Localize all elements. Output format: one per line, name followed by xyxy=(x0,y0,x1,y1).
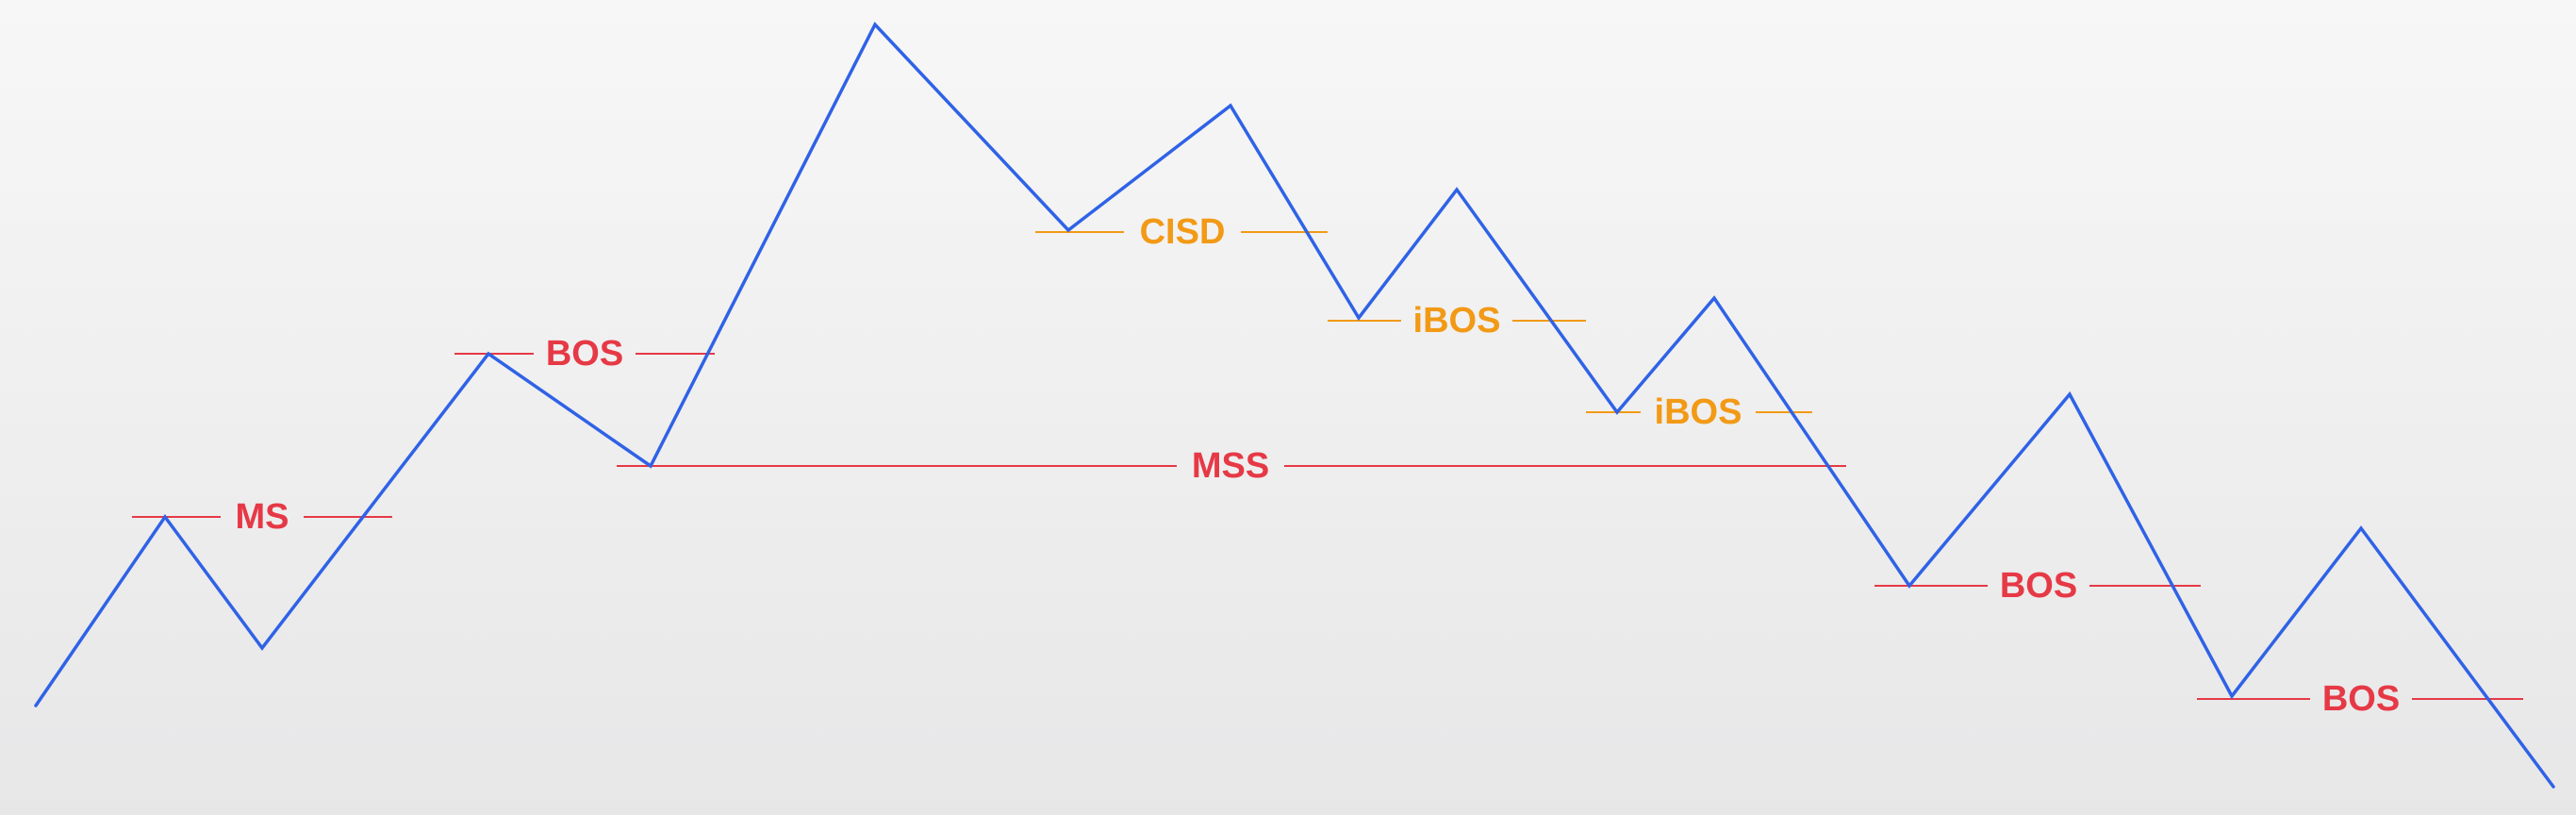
level-ms: MS xyxy=(132,497,392,537)
level-ms-label: MS xyxy=(236,497,289,537)
level-ibos-2: iBOS xyxy=(1586,392,1812,432)
level-bos-1-label: BOS xyxy=(546,334,623,374)
level-bos-2: BOS xyxy=(1874,566,2201,606)
level-bos-2-label: BOS xyxy=(2000,566,2077,606)
level-mss-label: MSS xyxy=(1192,446,1269,486)
level-ibos-2-label: iBOS xyxy=(1655,392,1742,432)
level-mss: MSS xyxy=(617,446,1846,486)
level-cisd: CISD xyxy=(1035,212,1328,252)
level-bos-3: BOS xyxy=(2197,679,2523,719)
price-path-line xyxy=(34,21,2555,789)
level-bos-1: BOS xyxy=(454,334,715,374)
level-cisd-label: CISD xyxy=(1140,212,1226,252)
level-ibos-1-label: iBOS xyxy=(1413,301,1501,341)
level-bos-3-label: BOS xyxy=(2322,679,2400,719)
